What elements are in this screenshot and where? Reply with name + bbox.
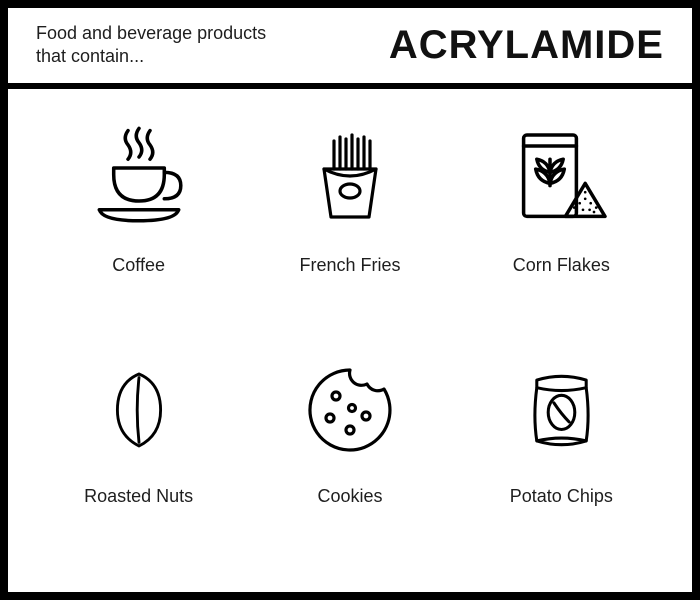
item-coffee: Coffee: [38, 119, 239, 341]
item-corn-flakes: Corn Flakes: [461, 119, 662, 341]
item-label: Potato Chips: [510, 486, 613, 507]
infographic-frame: Food and beverage products that contain.…: [0, 0, 700, 600]
item-potato-chips: Potato Chips: [461, 350, 662, 572]
title: ACRYLAMIDE: [389, 23, 664, 68]
potato-chips-icon: [501, 350, 621, 470]
header: Food and beverage products that contain.…: [8, 8, 692, 89]
item-label: Cookies: [317, 486, 382, 507]
subtitle: Food and beverage products that contain.…: [36, 22, 266, 69]
item-label: Coffee: [112, 255, 165, 276]
item-label: Corn Flakes: [513, 255, 610, 276]
coffee-icon: [79, 119, 199, 239]
item-label: Roasted Nuts: [84, 486, 193, 507]
subtitle-line2: that contain...: [36, 46, 144, 66]
cookies-icon: [290, 350, 410, 470]
items-grid: Coffee French Fries: [8, 89, 692, 592]
subtitle-line1: Food and beverage products: [36, 23, 266, 43]
french-fries-icon: [290, 119, 410, 239]
corn-flakes-icon: [501, 119, 621, 239]
item-french-fries: French Fries: [249, 119, 450, 341]
roasted-nuts-icon: [79, 350, 199, 470]
item-cookies: Cookies: [249, 350, 450, 572]
item-roasted-nuts: Roasted Nuts: [38, 350, 239, 572]
item-label: French Fries: [299, 255, 400, 276]
